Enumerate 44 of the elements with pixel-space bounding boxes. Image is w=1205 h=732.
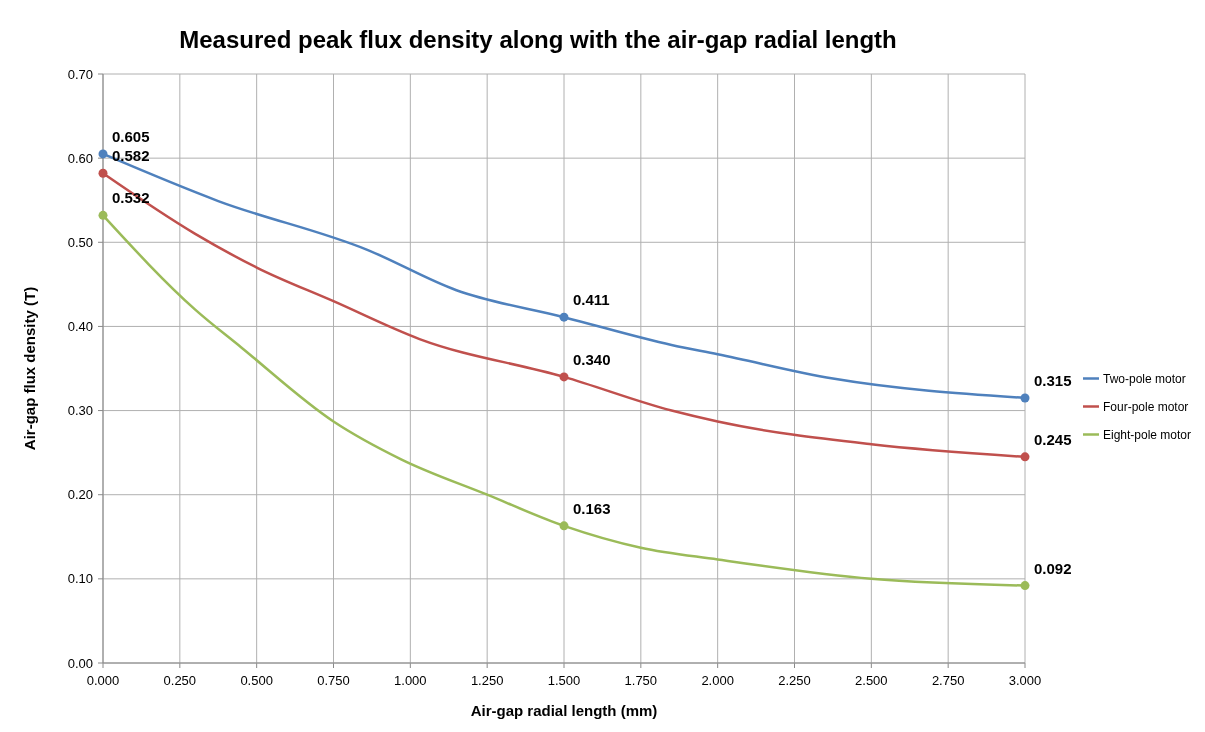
point (559, 372, 569, 382)
data-label: 0.315 (1034, 371, 1072, 389)
point (559, 312, 569, 322)
y-tick-label: 0.20 (67, 487, 93, 503)
x-tick-label: 0.250 (163, 673, 197, 688)
point (1020, 581, 1030, 591)
x-tick-label: 2.750 (931, 673, 965, 688)
point (98, 168, 108, 178)
x-tick-label: 0.500 (240, 673, 273, 688)
legend-label: Eight-pole motor (1103, 428, 1192, 442)
data-label: 0.605 (112, 127, 150, 145)
data-label: 0.092 (1034, 559, 1072, 577)
y-tick-label: 0.70 (67, 66, 93, 82)
data-label: 0.582 (112, 147, 150, 165)
point (98, 149, 108, 159)
data-label: 0.340 (573, 350, 611, 368)
data-label: 0.245 (1034, 430, 1072, 448)
x-axis-title: Air-gap radial length (mm) (470, 702, 658, 719)
chart-title: Measured peak flux density along with the air-gap radial length (179, 26, 897, 53)
point (1020, 393, 1030, 403)
data-label: 0.163 (573, 499, 611, 517)
legend-label: Four-pole motor (1103, 400, 1189, 414)
x-tick-label: 1.500 (547, 673, 581, 688)
x-tick-label: 1.250 (470, 673, 504, 688)
data-label: 0.411 (573, 291, 610, 309)
x-tick-label: 2.250 (778, 673, 811, 688)
point (559, 521, 569, 531)
x-tick-label: 1.000 (394, 673, 427, 688)
x-tick-label: 2.500 (855, 673, 888, 688)
x-tick-label: 2.000 (701, 673, 734, 688)
x-tick-label: 1.750 (624, 673, 658, 688)
y-tick-label: 0.60 (67, 150, 93, 166)
point (1020, 452, 1030, 462)
y-tick-label: 0.10 (67, 571, 93, 587)
legend-label: Two-pole motor (1103, 372, 1186, 386)
y-tick-label: 0.00 (67, 655, 93, 671)
x-tick-label: 0.750 (317, 673, 350, 688)
x-tick-label: 3.000 (1008, 673, 1042, 688)
y-tick-label: 0.40 (67, 318, 93, 334)
y-axis-title: Air-gap flux density (T) (21, 286, 38, 451)
x-tick-label: 0.000 (86, 673, 120, 688)
y-tick-label: 0.50 (67, 234, 93, 250)
y-tick-label: 0.30 (67, 403, 93, 419)
point (98, 210, 108, 220)
